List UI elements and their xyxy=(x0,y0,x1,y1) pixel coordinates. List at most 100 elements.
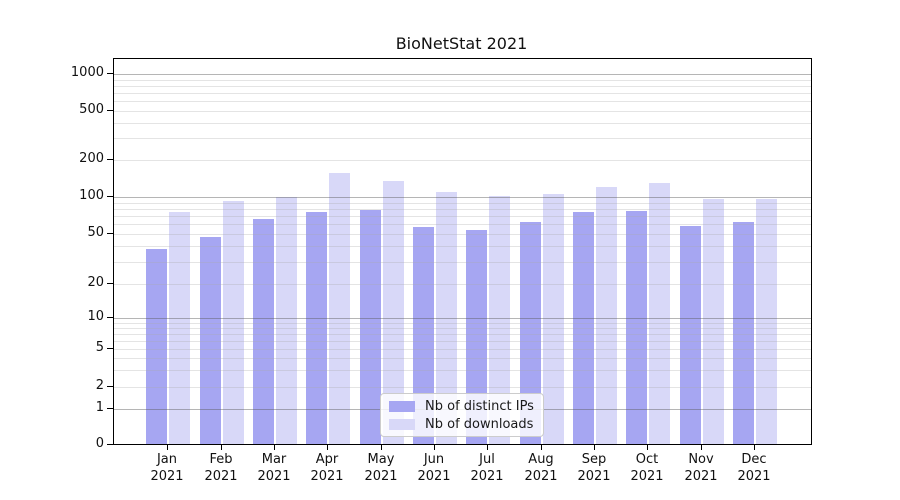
y-tick-label-20: 20 xyxy=(87,275,104,290)
x-tick-label-jan: Jan 2021 xyxy=(150,452,184,484)
gridline-y-3 xyxy=(114,370,811,371)
y-tick-label-1000: 1000 xyxy=(70,65,104,80)
y-tick-label-2: 2 xyxy=(95,378,104,393)
x-tick-mark-jan xyxy=(167,444,168,450)
gridline-y-300 xyxy=(114,138,811,139)
bar-nb-of-downloads-jan xyxy=(169,212,190,444)
bar-nb-of-distinct-ips-dec xyxy=(733,222,754,444)
bar-nb-of-distinct-ips-apr xyxy=(306,212,327,444)
bar-nb-of-distinct-ips-feb xyxy=(200,237,221,444)
gridline-y-60 xyxy=(114,224,811,225)
bar-nb-of-distinct-ips-may xyxy=(360,210,381,444)
gridline-y-400 xyxy=(114,123,811,124)
y-tick-mark-5 xyxy=(107,348,113,349)
bar-nb-of-distinct-ips-aug xyxy=(520,222,541,444)
x-tick-label-dec: Dec 2021 xyxy=(737,452,771,484)
x-tick-mark-feb xyxy=(221,444,222,450)
legend-label-distinct-ips: Nb of distinct IPs xyxy=(425,398,534,414)
x-tick-mark-apr xyxy=(327,444,328,450)
gridline-y-1000 xyxy=(114,74,811,75)
bar-nb-of-downloads-mar xyxy=(276,197,297,444)
y-tick-mark-0 xyxy=(107,444,113,445)
x-tick-mark-mar xyxy=(274,444,275,450)
x-tick-mark-jun xyxy=(434,444,435,450)
x-tick-mark-oct xyxy=(647,444,648,450)
gridline-y-30 xyxy=(114,262,811,263)
gridline-y-8 xyxy=(114,328,811,329)
x-tick-label-jun: Jun 2021 xyxy=(417,452,451,484)
gridline-y-80 xyxy=(114,209,811,210)
x-tick-label-sep: Sep 2021 xyxy=(577,452,611,484)
gridline-y-10 xyxy=(114,318,811,319)
x-tick-label-aug: Aug 2021 xyxy=(524,452,558,484)
bar-nb-of-downloads-apr xyxy=(329,173,350,444)
x-tick-label-apr: Apr 2021 xyxy=(310,452,344,484)
x-tick-label-oct: Oct 2021 xyxy=(630,452,664,484)
gridline-y-500 xyxy=(114,111,811,112)
y-tick-mark-2 xyxy=(107,386,113,387)
x-tick-mark-dec xyxy=(754,444,755,450)
legend-label-downloads: Nb of downloads xyxy=(425,416,534,432)
bar-nb-of-distinct-ips-jan xyxy=(146,249,167,444)
gridline-y-2 xyxy=(114,387,811,388)
x-tick-mark-aug xyxy=(541,444,542,450)
bar-nb-of-downloads-sep xyxy=(596,187,617,444)
x-tick-label-jul: Jul 2021 xyxy=(470,452,504,484)
gridline-y-6 xyxy=(114,341,811,342)
y-tick-label-100: 100 xyxy=(79,188,104,203)
x-tick-mark-sep xyxy=(594,444,595,450)
bar-nb-of-downloads-dec xyxy=(756,199,777,444)
y-tick-mark-1000 xyxy=(107,73,113,74)
bar-nb-of-distinct-ips-jun xyxy=(413,227,434,444)
x-tick-label-may: May 2021 xyxy=(364,452,398,484)
bar-nb-of-distinct-ips-nov xyxy=(680,226,701,444)
legend: Nb of distinct IPs Nb of downloads xyxy=(380,393,544,437)
y-tick-mark-200 xyxy=(107,159,113,160)
gridline-y-70 xyxy=(114,216,811,217)
bar-nb-of-distinct-ips-sep xyxy=(573,212,594,444)
gridline-y-600 xyxy=(114,101,811,102)
bar-nb-of-downloads-jun xyxy=(436,192,457,444)
gridline-y-40 xyxy=(114,246,811,247)
gridline-y-20 xyxy=(114,284,811,285)
y-tick-mark-20 xyxy=(107,283,113,284)
x-tick-mark-jul xyxy=(487,444,488,450)
gridline-y-200 xyxy=(114,160,811,161)
legend-swatch-distinct-ips-icon xyxy=(389,400,415,412)
bar-nb-of-downloads-nov xyxy=(703,199,724,444)
x-tick-label-nov: Nov 2021 xyxy=(684,452,718,484)
legend-row-downloads: Nb of downloads xyxy=(389,417,535,432)
gridline-y-90 xyxy=(114,203,811,204)
bar-nb-of-distinct-ips-mar xyxy=(253,219,274,444)
x-tick-label-mar: Mar 2021 xyxy=(257,452,291,484)
gridline-y-4 xyxy=(114,358,811,359)
gridline-y-900 xyxy=(114,80,811,81)
gridline-y-5 xyxy=(114,349,811,350)
bar-nb-of-distinct-ips-jul xyxy=(466,230,487,444)
chart-title: BioNetStat 2021 xyxy=(395,34,528,53)
gridline-y-9 xyxy=(114,323,811,324)
y-tick-mark-500 xyxy=(107,110,113,111)
y-tick-label-5: 5 xyxy=(95,340,104,355)
gridline-y-100 xyxy=(114,197,811,198)
gridline-y-7 xyxy=(114,334,811,335)
gridline-y-700 xyxy=(114,93,811,94)
y-tick-mark-1 xyxy=(107,408,113,409)
bar-nb-of-downloads-oct xyxy=(649,183,670,444)
bar-nb-of-distinct-ips-oct xyxy=(626,211,647,444)
y-tick-label-50: 50 xyxy=(87,225,104,240)
y-tick-label-500: 500 xyxy=(79,102,104,117)
gridline-y-50 xyxy=(114,234,811,235)
gridline-y-800 xyxy=(114,86,811,87)
y-tick-mark-50 xyxy=(107,233,113,234)
x-tick-mark-nov xyxy=(701,444,702,450)
y-tick-label-200: 200 xyxy=(79,151,104,166)
legend-row-distinct-ips: Nb of distinct IPs xyxy=(389,399,535,414)
y-tick-mark-100 xyxy=(107,196,113,197)
y-tick-label-1: 1 xyxy=(95,400,104,415)
x-tick-mark-may xyxy=(381,444,382,450)
bar-nb-of-downloads-aug xyxy=(543,194,564,444)
bar-nb-of-downloads-feb xyxy=(223,201,244,444)
bar-nb-of-downloads-may xyxy=(383,181,404,444)
y-tick-label-10: 10 xyxy=(87,309,104,324)
